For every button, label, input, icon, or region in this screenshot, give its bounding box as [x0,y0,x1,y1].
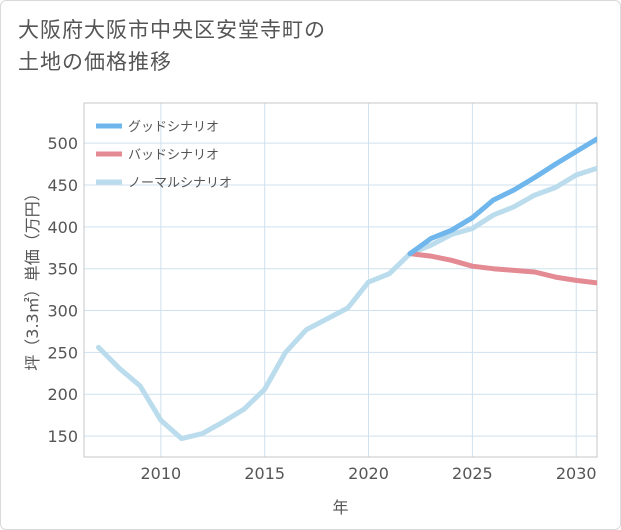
chart-title-line-1: 大阪府大阪市中央区安堂寺町の [18,18,326,42]
legend-label-good: グッドシナリオ [128,120,219,135]
y-tick-label: 150 [47,427,78,446]
series-layer [96,136,597,442]
legend-label-normal: ノーマルシナリオ [128,176,232,191]
y-tick-label: 500 [47,134,78,153]
y-tick-label: 450 [47,176,78,195]
plot-area [83,102,598,458]
grid [84,103,597,457]
x-tick-label: 2020 [348,464,389,483]
y-tick-label: 250 [47,343,78,362]
y-tick-label: 300 [47,302,78,321]
x-tick-label: 2025 [452,464,493,483]
series-line-normal [96,165,597,442]
x-tick-label: 2015 [244,464,285,483]
legend-label-bad: バッドシナリオ [128,148,219,163]
y-tick-label: 400 [47,218,78,237]
chart-title: 大阪府大阪市中央区安堂寺町の 土地の価格推移 [18,14,326,78]
y-tick-label: 350 [47,260,78,279]
series-line-good [407,136,597,257]
tick-labels: 2010 2015 2020 2025 2030 150 200 250 300 350 400 45… [47,134,596,483]
x-tick-label: 2010 [140,464,181,483]
chart-title-line-2: 土地の価格推移 [18,50,172,74]
x-axis-label: 年 [332,498,348,517]
series-line-bad [407,251,597,286]
y-tick-label: 200 [47,385,78,404]
x-tick-label: 2030 [556,464,597,483]
y-axis-label: 坪（3.3㎡）単価（万円） [23,185,42,370]
